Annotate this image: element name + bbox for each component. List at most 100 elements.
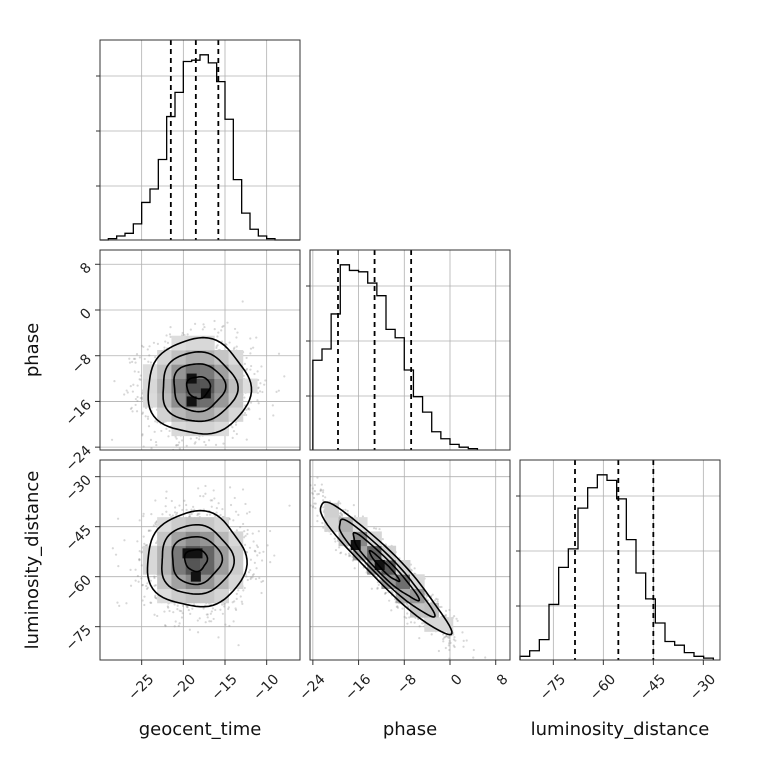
x-tick-label-geocent-time: −10: [250, 671, 282, 703]
sample-point: [344, 553, 347, 556]
density-cell: [171, 531, 187, 547]
density-cell: [157, 560, 172, 575]
sample-point: [185, 444, 188, 447]
sample-point: [186, 605, 189, 609]
sample-point: [190, 512, 193, 516]
sample-point: [449, 641, 452, 644]
sample-point: [340, 513, 344, 516]
sample-point: [194, 441, 197, 444]
sample-point: [421, 622, 424, 625]
sample-point: [196, 512, 199, 516]
sample-point: [129, 407, 133, 410]
sample-point: [347, 552, 351, 555]
sample-point: [338, 515, 341, 518]
sample-point: [231, 436, 234, 439]
sample-point: [203, 440, 206, 444]
density-cell: [157, 392, 172, 408]
sample-point: [189, 328, 192, 331]
sample-point: [143, 603, 146, 607]
sample-point: [444, 636, 447, 639]
sample-point: [256, 370, 259, 373]
sample-point: [171, 514, 174, 517]
sample-point: [212, 489, 215, 492]
sample-point: [163, 346, 166, 349]
sample-point: [235, 432, 238, 436]
sample-point: [448, 637, 451, 640]
sample-point: [141, 411, 145, 414]
sample-point: [132, 383, 135, 386]
sample-point: [283, 375, 286, 378]
sample-point: [321, 494, 325, 498]
sample-point: [165, 490, 168, 493]
sample-point: [138, 519, 141, 522]
sample-point: [440, 605, 443, 609]
sample-point: [209, 612, 212, 615]
sample-point: [134, 403, 137, 407]
sample-point: [339, 551, 343, 554]
sample-point: [217, 636, 220, 639]
sample-point: [177, 443, 180, 447]
sample-point: [123, 393, 126, 396]
sample-point: [156, 614, 159, 618]
density-cell: [324, 502, 339, 518]
sample-point: [129, 568, 132, 571]
sample-point: [235, 529, 238, 532]
sample-point: [145, 584, 148, 588]
sample-point: [228, 486, 232, 489]
density-cell: [228, 392, 244, 408]
sample-point: [269, 466, 271, 468]
sample-point: [231, 426, 234, 429]
sample-point: [413, 572, 416, 575]
sample-point: [260, 559, 264, 562]
sample-point: [233, 600, 236, 603]
sample-point: [208, 513, 212, 516]
sample-point: [266, 544, 269, 547]
sample-point: [245, 551, 249, 554]
density-cell: [381, 545, 397, 561]
sample-point: [251, 574, 254, 577]
density-cell: [395, 574, 411, 589]
sample-point: [156, 491, 158, 493]
sample-point: [130, 406, 133, 409]
sample-point: [243, 586, 246, 590]
sample-point: [149, 579, 152, 582]
sample-point: [168, 513, 171, 516]
sample-point: [192, 505, 195, 508]
sample-point: [142, 514, 145, 518]
sample-point: [313, 489, 317, 493]
contour-level-3: [338, 518, 436, 618]
contour-level-4: [147, 336, 253, 435]
sample-point: [206, 513, 209, 516]
sample-point: [396, 605, 399, 608]
density-cell: [228, 364, 244, 379]
sample-point: [155, 521, 158, 524]
sample-point: [141, 433, 144, 436]
sample-point: [241, 602, 244, 605]
sample-point: [247, 571, 251, 574]
sample-point: [193, 603, 196, 606]
sample-point: [229, 588, 232, 592]
sample-point: [297, 479, 299, 481]
contour-level-1: [185, 376, 212, 400]
sample-point: [384, 591, 387, 595]
sample-point: [322, 499, 325, 502]
sample-point: [219, 608, 222, 611]
sample-point: [228, 518, 231, 521]
sample-point: [142, 512, 145, 515]
sample-point: [138, 550, 141, 553]
sample-point: [462, 639, 465, 642]
sample-point: [183, 499, 186, 502]
sample-point: [379, 578, 382, 581]
sample-point: [134, 579, 137, 582]
sample-point: [193, 508, 196, 511]
sample-point: [390, 589, 393, 593]
sample-point: [234, 510, 238, 513]
sample-point: [198, 438, 201, 441]
sample-point: [168, 429, 171, 433]
sample-point: [317, 492, 320, 496]
sample-point: [183, 333, 186, 337]
density-cell: [200, 545, 215, 561]
sample-point: [181, 604, 185, 607]
sample-point: [289, 484, 291, 486]
contour-level-2: [173, 363, 227, 413]
